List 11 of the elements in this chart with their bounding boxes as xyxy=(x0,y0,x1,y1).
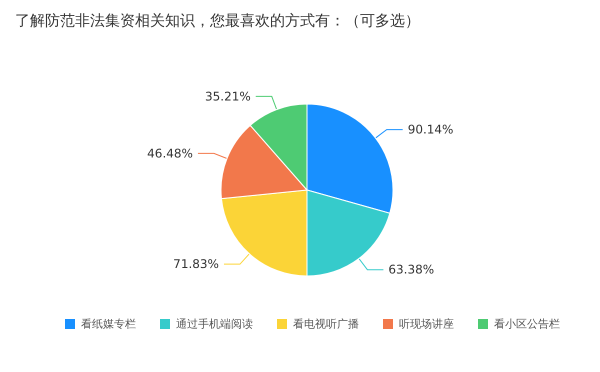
legend-label: 看纸媒专栏 xyxy=(81,318,136,330)
legend-label: 听现场讲座 xyxy=(399,318,454,330)
chart-title: 了解防范非法集资相关知识，您最喜欢的方式有：（可多选） xyxy=(15,12,420,30)
legend-label: 通过手机端阅读 xyxy=(176,318,253,330)
data-label: 90.14% xyxy=(408,122,454,137)
legend-label: 看小区公告栏 xyxy=(494,318,560,330)
legend-label: 看电视听广播 xyxy=(293,318,359,330)
data-label: 46.48% xyxy=(147,146,193,160)
data-label: 71.83% xyxy=(173,257,219,272)
data-label: 35.21% xyxy=(204,89,251,104)
data-label: 63.38% xyxy=(388,262,434,277)
